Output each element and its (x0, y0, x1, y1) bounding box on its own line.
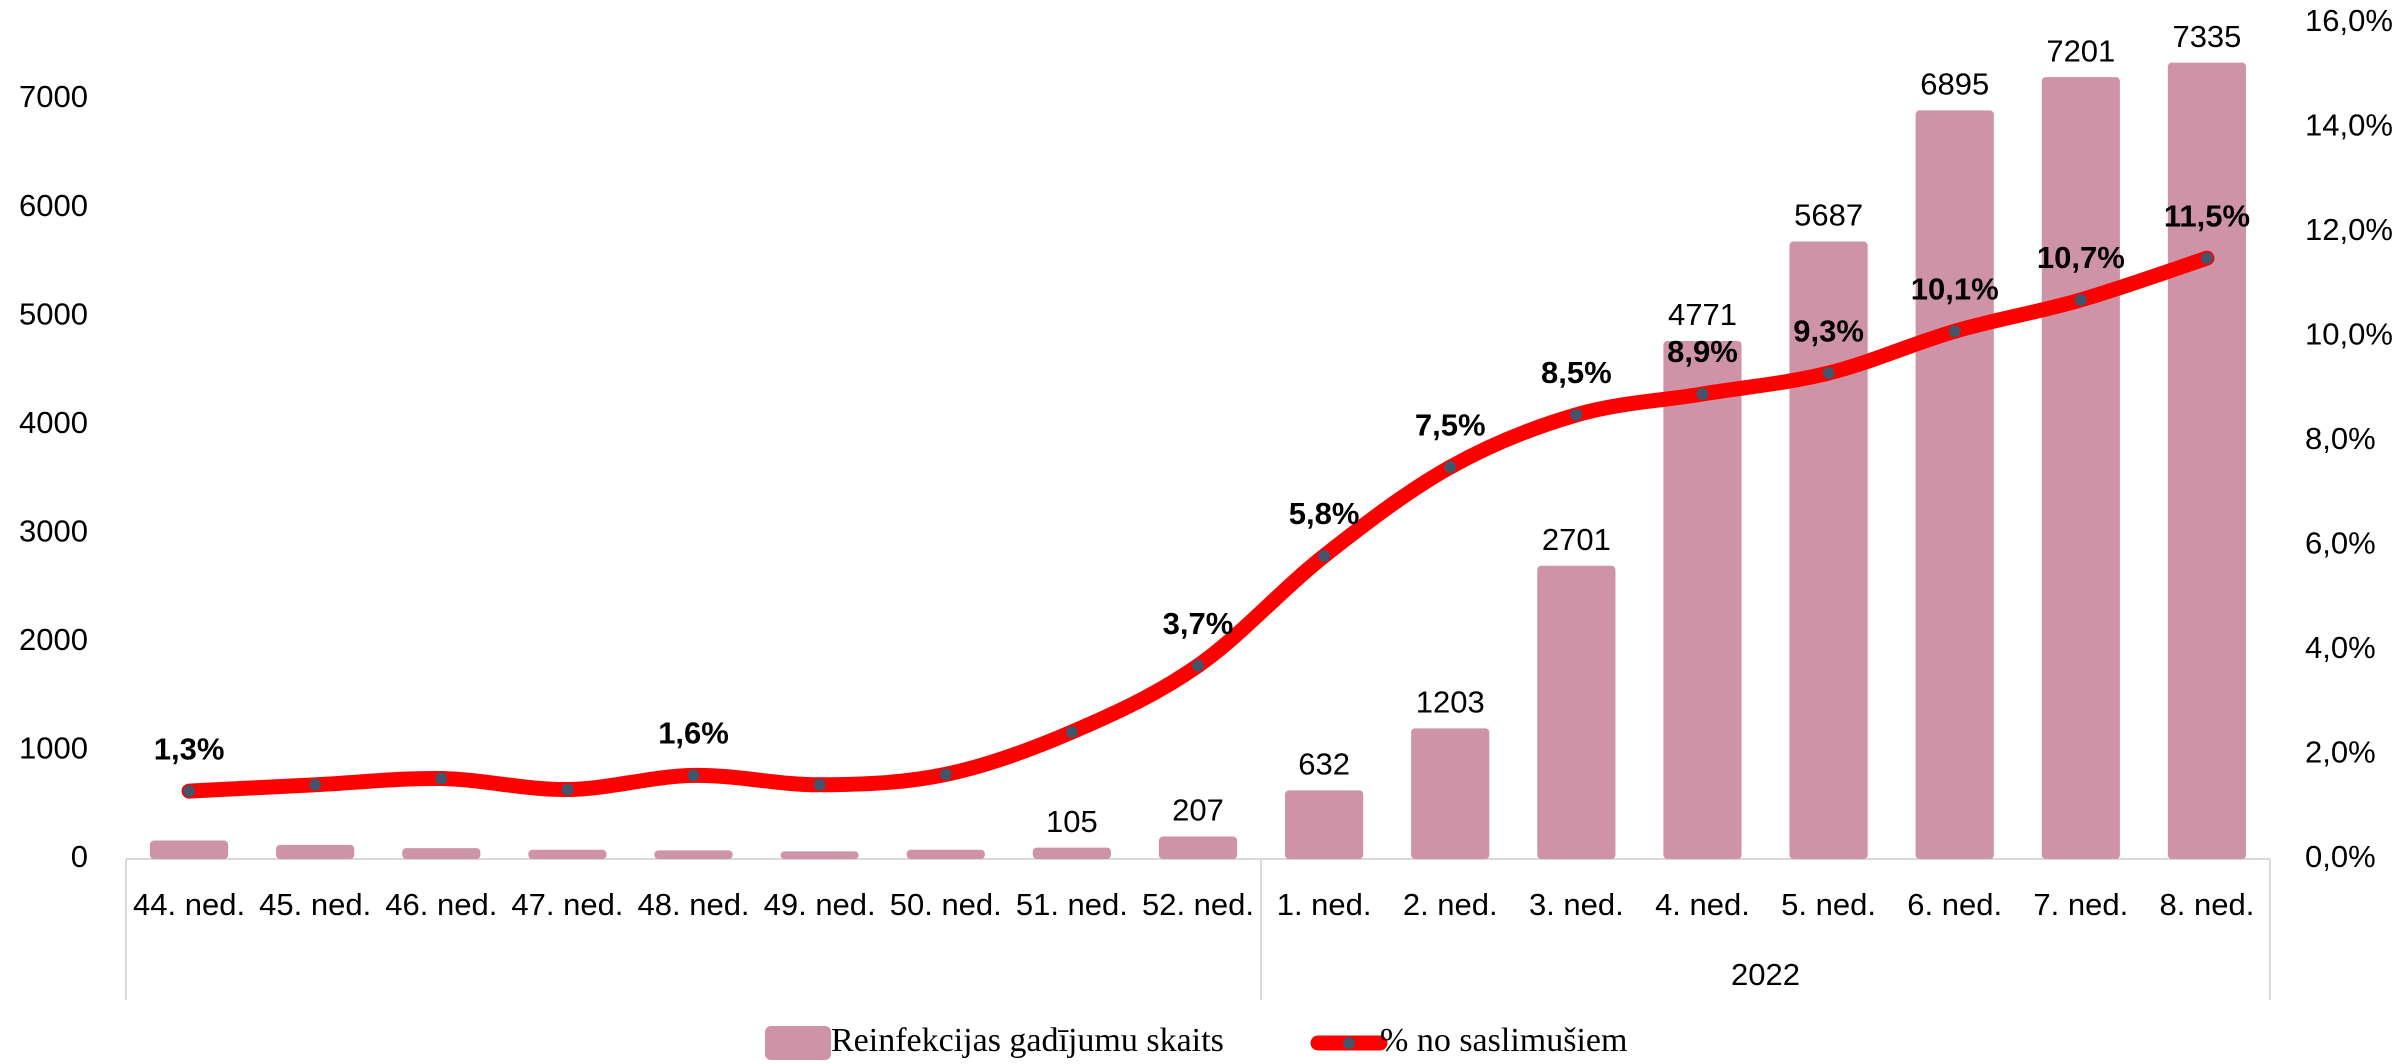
legend-label: % no saslimušiem (1380, 1022, 1627, 1059)
y-tick-label: 0 (71, 839, 88, 874)
line-value-label: 3,7% (1163, 606, 1234, 641)
x-tick-label: 2. ned. (1403, 887, 1498, 922)
bar (149, 840, 229, 859)
y-tick-label: 6000 (19, 188, 88, 223)
bar-value-label: 1203 (1416, 685, 1485, 720)
y-tick-label: 4000 (19, 405, 88, 440)
y-tick-label: 1000 (19, 731, 88, 766)
y2-tick-label: 0,0% (2305, 839, 2376, 874)
x-tick-label: 5. ned. (1781, 887, 1876, 922)
y2-tick-label: 4,0% (2305, 630, 2376, 665)
line-value-label: 9,3% (1793, 313, 1864, 348)
legend-label: Reinfekcijas gadījumu skaits (831, 1022, 1224, 1059)
line-marker (561, 783, 574, 796)
bar (2041, 77, 2120, 860)
bar-value-label: 7335 (2172, 19, 2241, 54)
line-value-label: 1,3% (154, 731, 225, 766)
x-tick-label: 49. ned. (764, 887, 876, 922)
line-marker (1065, 726, 1078, 739)
line-marker (1696, 387, 1709, 400)
bar (1789, 241, 1868, 859)
line (181, 250, 2215, 799)
y2-tick-label: 2,0% (2305, 735, 2376, 770)
bar (1663, 341, 1742, 859)
bar-value-label: 632 (1298, 747, 1350, 782)
x-tick-label: 1. ned. (1277, 887, 1372, 922)
bar-value-label: 4771 (1668, 297, 1737, 332)
y-tick-label: 5000 (19, 296, 88, 331)
x-tick-label: 46. ned. (385, 887, 497, 922)
line-marker (2200, 252, 2213, 265)
bar-value-label: 105 (1046, 804, 1098, 839)
line-marker (1948, 325, 1961, 338)
line-value-label: 5,8% (1289, 496, 1360, 531)
line-marker (435, 772, 448, 785)
bar (1285, 790, 1364, 859)
bar (654, 850, 733, 859)
bar (276, 844, 355, 859)
bar (1158, 836, 1238, 859)
bar-value-label: 6895 (1920, 67, 1989, 102)
line-value-label: 8,5% (1541, 355, 1612, 390)
line-marker (2074, 293, 2087, 306)
line-marker (183, 785, 196, 798)
line-marker (939, 768, 952, 781)
line-value-label: 11,5% (2164, 198, 2250, 233)
x-tick-label: 51. ned. (1016, 887, 1128, 922)
x-tick-label: 45. ned. (259, 887, 371, 922)
line-marker (813, 778, 826, 791)
line-value-label: 7,5% (1415, 407, 1486, 442)
line-marker (1444, 461, 1457, 474)
line-marker (309, 778, 322, 791)
line-value-label: 10,7% (2037, 240, 2125, 275)
x-tick-label: 6. ned. (1907, 887, 2002, 922)
x-tick-label: 3. ned. (1529, 887, 1624, 922)
x-tick-label: 52. ned. (1142, 887, 1254, 922)
bar-value-label: 2701 (1542, 522, 1611, 557)
line-value-label: 8,9% (1667, 334, 1738, 369)
line-marker (1192, 659, 1204, 672)
bar (1411, 728, 1490, 859)
bar (402, 848, 481, 859)
x-tick-label: 8. ned. (2160, 887, 2255, 922)
y-tick-label: 3000 (19, 513, 88, 548)
x-tick-label: 47. ned. (511, 887, 623, 922)
legend-marker (1343, 1037, 1355, 1049)
x-tick-label: 44. ned. (133, 887, 245, 922)
line-marker (1570, 408, 1583, 421)
bar (1915, 110, 1994, 859)
y2-tick-label: 14,0% (2305, 108, 2393, 143)
y-tick-label: 7000 (19, 79, 88, 114)
x-tick-label: 7. ned. (2033, 887, 2128, 922)
bar (2167, 62, 2247, 860)
line-value-label: 1,6% (658, 716, 729, 751)
y2-tick-label: 16,0% (2305, 3, 2393, 38)
bar (1032, 847, 1111, 859)
bar (1537, 565, 1616, 859)
bar-value-label: 207 (1172, 793, 1224, 828)
bar (528, 849, 607, 859)
line-marker (1318, 549, 1331, 562)
bar-value-label: 7201 (2046, 33, 2115, 68)
y2-tick-label: 8,0% (2305, 421, 2376, 456)
line-value-label: 10,1% (1911, 271, 1999, 306)
y2-tick-label: 10,0% (2305, 317, 2393, 352)
group-label: 2022 (1731, 957, 1800, 992)
bar (906, 849, 985, 859)
bar-value-label: 5687 (1794, 198, 1863, 233)
line-marker (1822, 367, 1835, 380)
y2-tick-label: 12,0% (2305, 212, 2393, 247)
legend-swatch (765, 1026, 831, 1060)
y2-tick-label: 6,0% (2305, 526, 2376, 561)
x-tick-label: 4. ned. (1655, 887, 1750, 922)
x-tick-label: 50. ned. (890, 887, 1002, 922)
bar (780, 851, 859, 859)
x-tick-label: 48. ned. (638, 887, 750, 922)
y-tick-label: 2000 (19, 622, 88, 657)
line-marker (687, 769, 700, 782)
